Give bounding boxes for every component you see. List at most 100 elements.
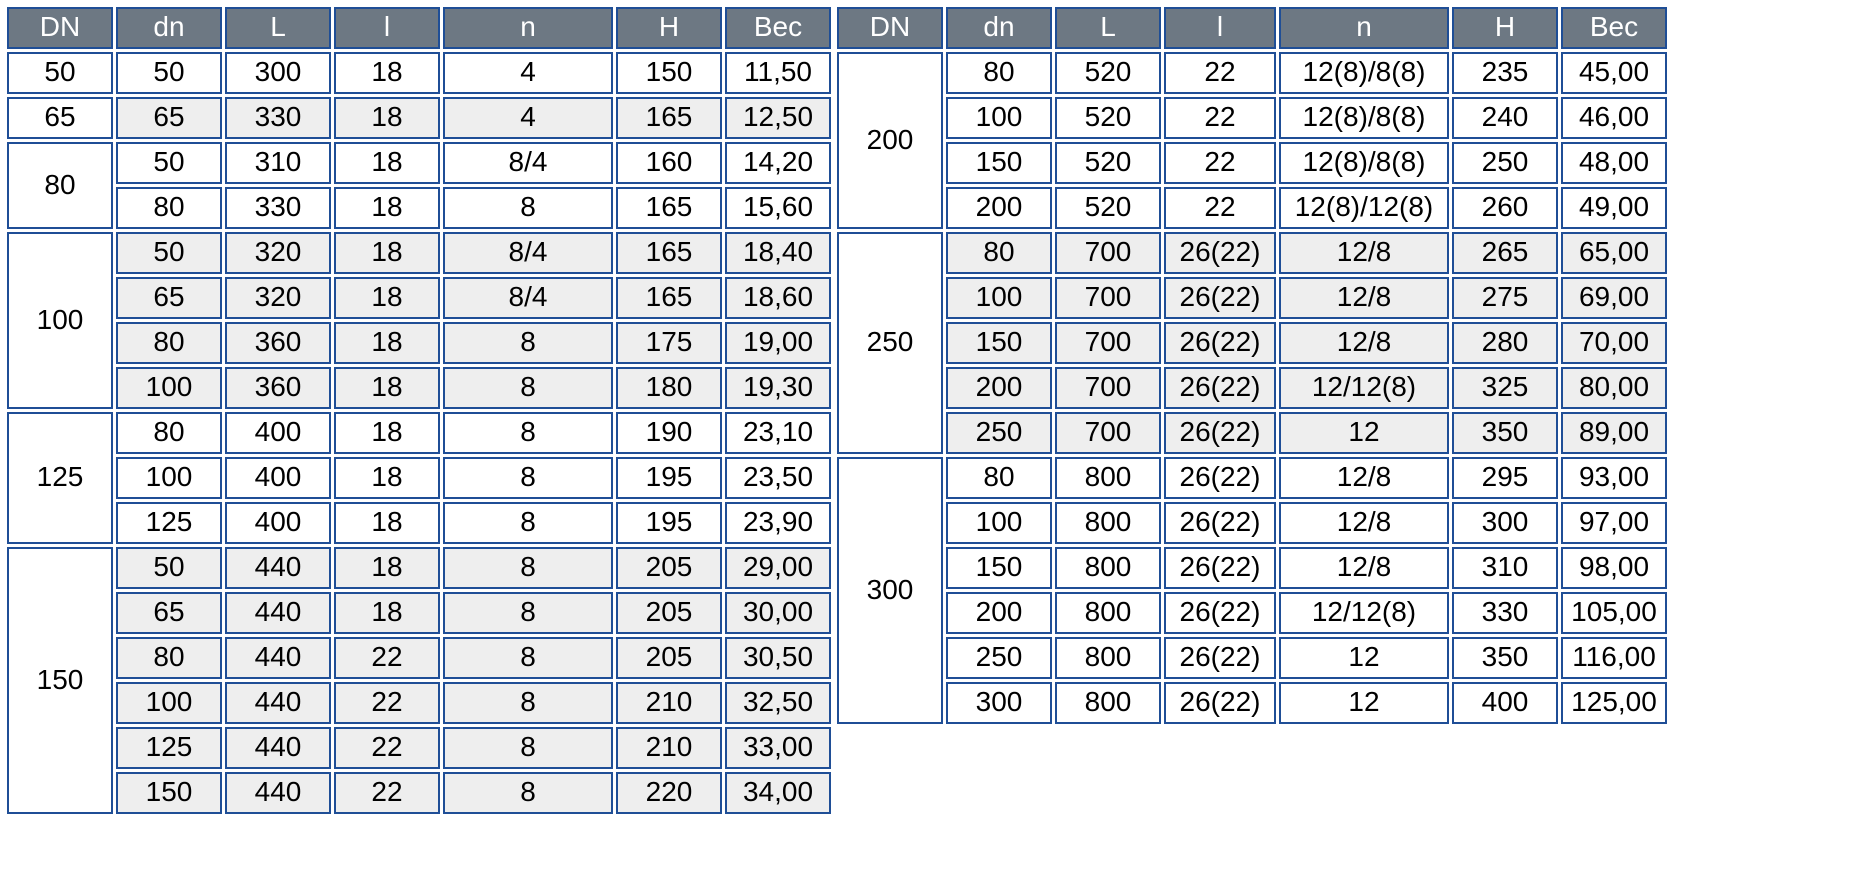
data-cell: 116,00: [1561, 637, 1667, 679]
data-cell: 700: [1055, 277, 1161, 319]
data-cell: 150: [616, 52, 722, 94]
data-cell: 12/8: [1279, 322, 1449, 364]
data-cell: 26(22): [1164, 547, 1276, 589]
data-cell: 12(8)/8(8): [1279, 52, 1449, 94]
data-cell: 12/8: [1279, 457, 1449, 499]
table-row: 10044022821032,50: [7, 682, 831, 724]
data-cell: 22: [1164, 97, 1276, 139]
table-header-row: DNdnLlnHВес: [837, 7, 1667, 49]
data-cell: 8: [443, 502, 613, 544]
data-cell: 195: [616, 457, 722, 499]
data-cell: 26(22): [1164, 232, 1276, 274]
data-cell: 205: [616, 547, 722, 589]
data-cell: 210: [616, 682, 722, 724]
data-cell: 100: [116, 457, 222, 499]
data-cell: 250: [1452, 142, 1558, 184]
table-row: 200805202212(8)/8(8)23545,00: [837, 52, 1667, 94]
data-cell: 200: [946, 592, 1052, 634]
table-row: 8036018817519,00: [7, 322, 831, 364]
data-cell: 195: [616, 502, 722, 544]
data-cell: 800: [1055, 547, 1161, 589]
data-cell: 165: [616, 187, 722, 229]
data-cell: 310: [1452, 547, 1558, 589]
table-row: 15044022822034,00: [7, 772, 831, 814]
table-row: 2005202212(8)/12(8)26049,00: [837, 187, 1667, 229]
data-cell: 100: [116, 367, 222, 409]
data-cell: 12(8)/8(8): [1279, 97, 1449, 139]
data-cell: 69,00: [1561, 277, 1667, 319]
table-row: 8033018816515,60: [7, 187, 831, 229]
data-cell: 65: [116, 277, 222, 319]
data-cell: 80,00: [1561, 367, 1667, 409]
data-cell: 30,50: [725, 637, 831, 679]
table-row: 15080026(22)12/831098,00: [837, 547, 1667, 589]
data-cell: 26(22): [1164, 412, 1276, 454]
data-cell: 4: [443, 97, 613, 139]
data-cell: 12(8)/8(8): [1279, 142, 1449, 184]
data-cell: 48,00: [1561, 142, 1667, 184]
data-cell: 50: [116, 52, 222, 94]
data-cell: 440: [225, 727, 331, 769]
data-cell: 29,00: [725, 547, 831, 589]
data-cell: 260: [1452, 187, 1558, 229]
data-cell: 190: [616, 412, 722, 454]
table-row: 1258040018819023,10: [7, 412, 831, 454]
table-row: 10080026(22)12/830097,00: [837, 502, 1667, 544]
data-cell: 8: [443, 367, 613, 409]
table-row: 12544022821033,00: [7, 727, 831, 769]
col-header: l: [1164, 7, 1276, 49]
col-header: n: [1279, 7, 1449, 49]
table-row: 1505044018820529,00: [7, 547, 831, 589]
data-cell: 26(22): [1164, 637, 1276, 679]
data-cell: 23,50: [725, 457, 831, 499]
col-header: L: [225, 7, 331, 49]
data-cell: 12: [1279, 412, 1449, 454]
data-cell: 65,00: [1561, 232, 1667, 274]
data-cell: 150: [946, 547, 1052, 589]
table-row: 65320188/416518,60: [7, 277, 831, 319]
data-cell: 520: [1055, 97, 1161, 139]
data-cell: 250: [946, 412, 1052, 454]
data-cell: 700: [1055, 322, 1161, 364]
data-cell: 4: [443, 52, 613, 94]
data-cell: 165: [616, 277, 722, 319]
data-cell: 8: [443, 412, 613, 454]
data-cell: 22: [334, 682, 440, 724]
col-header: Вес: [1561, 7, 1667, 49]
data-cell: 65: [116, 592, 222, 634]
data-cell: 26(22): [1164, 682, 1276, 724]
data-cell: 8: [443, 727, 613, 769]
data-cell: 14,20: [725, 142, 831, 184]
data-cell: 200: [946, 367, 1052, 409]
dn-cell: 50: [7, 52, 113, 94]
data-cell: 205: [616, 637, 722, 679]
dn-cell: 200: [837, 52, 943, 229]
data-cell: 300: [946, 682, 1052, 724]
data-cell: 80: [116, 322, 222, 364]
table-header-row: DNdnLlnHВес: [7, 7, 831, 49]
data-cell: 26(22): [1164, 367, 1276, 409]
data-cell: 165: [616, 97, 722, 139]
data-cell: 800: [1055, 592, 1161, 634]
tables-container: DNdnLlnHВес505030018415011,5065653301841…: [4, 4, 1872, 817]
dn-cell: 80: [7, 142, 113, 229]
data-cell: 330: [1452, 592, 1558, 634]
data-cell: 80: [946, 52, 1052, 94]
data-cell: 80: [116, 187, 222, 229]
table-row: 25080026(22)12350116,00: [837, 637, 1667, 679]
data-cell: 26(22): [1164, 277, 1276, 319]
dn-cell: 150: [7, 547, 113, 814]
data-cell: 8: [443, 637, 613, 679]
data-cell: 18: [334, 592, 440, 634]
data-cell: 440: [225, 772, 331, 814]
data-cell: 26(22): [1164, 457, 1276, 499]
data-cell: 22: [1164, 187, 1276, 229]
data-cell: 65: [116, 97, 222, 139]
data-cell: 150: [116, 772, 222, 814]
data-cell: 700: [1055, 232, 1161, 274]
data-cell: 18: [334, 232, 440, 274]
data-cell: 98,00: [1561, 547, 1667, 589]
data-cell: 45,00: [1561, 52, 1667, 94]
data-cell: 18: [334, 322, 440, 364]
data-cell: 125,00: [1561, 682, 1667, 724]
